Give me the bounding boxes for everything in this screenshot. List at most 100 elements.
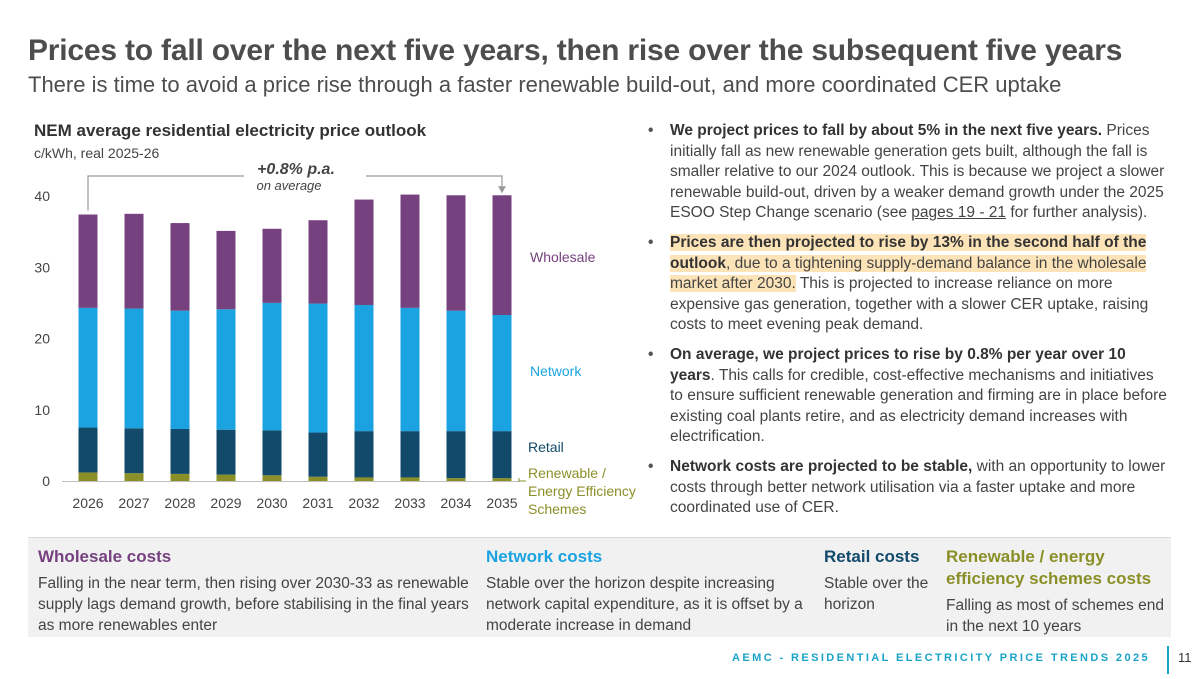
y-tick-label: 40 [34, 188, 50, 204]
bar-segment [216, 429, 236, 475]
bullet-text: for further analysis). [1006, 204, 1148, 222]
page-subtitle: There is time to avoid a price rise thro… [28, 72, 1062, 97]
bar-segment [400, 431, 420, 478]
bar-segment [400, 477, 420, 481]
renewable-summary: Renewable / energy efficiency schemes co… [946, 546, 1166, 637]
footer-divider [1167, 646, 1169, 674]
renewable-text: Falling as most of schemes end in the ne… [946, 597, 1164, 635]
bar-segment [124, 473, 144, 481]
bar-segment [308, 220, 328, 304]
pages-link[interactable]: pages 19 - 21 [911, 204, 1007, 222]
bar-segment [354, 431, 374, 478]
cost-summary-panel: Wholesale costs Falling in the near term… [28, 537, 1171, 637]
bullet-text: Prices initially fall as new renewable g… [670, 122, 1165, 222]
footer-text: AEMC - RESIDENTIAL ELECTRICITY PRICE TRE… [732, 652, 1150, 664]
network-heading: Network costs [486, 547, 603, 566]
page-number: 11 [1178, 650, 1192, 665]
bar-segment [308, 476, 328, 481]
network-text: Stable over the horizon despite increasi… [486, 575, 803, 634]
x-tick-label: 2028 [164, 495, 195, 511]
x-tick-label: 2033 [394, 495, 425, 511]
series-label-renewable: Energy Efficiency [528, 483, 636, 499]
bar-segment [262, 302, 282, 431]
bullet-item: • We project prices to fall by about 5% … [648, 122, 1165, 222]
series-label-network: Network [530, 363, 582, 379]
y-tick-label: 10 [34, 402, 50, 418]
network-summary: Network costs Stable over the horizon de… [486, 546, 816, 636]
bullet-item: • On average, we project prices to rise … [648, 345, 1167, 446]
bar-segment [78, 307, 98, 428]
bullet-text: with an opportunity to lower costs throu… [670, 457, 1166, 517]
series-label-renewable: Schemes [528, 501, 586, 517]
renewable-leader-line [518, 478, 526, 482]
renewable-heading: Renewable / energy efficiency schemes co… [946, 547, 1152, 588]
bar-segment [492, 478, 512, 481]
page-title: Prices to fall over the next five years,… [28, 34, 1123, 67]
x-tick-label: 2032 [348, 495, 379, 511]
y-tick-label: 30 [34, 259, 50, 275]
x-tick-label: 2030 [256, 495, 287, 511]
bullet-item: • Network costs are projected to be stab… [648, 457, 1166, 517]
bar-segment [170, 428, 190, 474]
bar-segment [492, 431, 512, 479]
bar-segment [262, 228, 282, 303]
series-label-retail: Retail [528, 439, 564, 455]
bullet-text: . This calls for credible, cost-effectiv… [670, 366, 1167, 446]
bar-segment [78, 214, 98, 308]
chart-units: c/kWh, real 2025-26 [34, 145, 160, 161]
bullet-bold: Network costs are projected to be stable… [670, 457, 973, 475]
bar-segment [492, 195, 512, 315]
retail-text: Stable over the horizon [824, 575, 929, 613]
bar-segment [446, 431, 466, 479]
x-tick-label: 2035 [486, 495, 517, 511]
chart-title: NEM average residential electricity pric… [34, 121, 427, 140]
bar-segment [170, 223, 190, 311]
x-tick-label: 2031 [302, 495, 333, 511]
wholesale-text: Falling in the near term, then rising ov… [38, 575, 469, 634]
bar-segment [216, 474, 236, 481]
bar-segment [308, 432, 328, 477]
wholesale-summary: Wholesale costs Falling in the near term… [38, 546, 478, 636]
bullet-bold: On average, we project prices to rise by… [670, 345, 1126, 384]
bar-segment [216, 309, 236, 430]
bar-segment [216, 230, 236, 310]
bar-segment [446, 478, 466, 481]
bar-segment [400, 307, 420, 432]
bar-segment [78, 427, 98, 473]
x-tick-label: 2029 [210, 495, 241, 511]
retail-heading: Retail costs [824, 547, 920, 566]
y-tick-label: 20 [34, 331, 50, 347]
bar-segment [124, 213, 144, 309]
bar-segment [354, 305, 374, 432]
annotation-sub: on average [256, 178, 321, 193]
bar-segment [492, 314, 512, 432]
bar-segment [400, 194, 420, 308]
bar-segment [446, 310, 466, 432]
bar-segment [78, 472, 98, 481]
bullet-text: This is projected to increase reliance o… [670, 275, 1149, 334]
series-label-wholesale: Wholesale [530, 249, 596, 265]
y-tick-label: 0 [42, 473, 50, 489]
bar-segment [124, 428, 144, 474]
bullet-list: • We project prices to fall by about 5% … [648, 121, 1168, 528]
x-tick-label: 2026 [72, 495, 103, 511]
bar-segment [262, 430, 282, 476]
bar-segment [354, 199, 374, 306]
x-tick-label: 2027 [118, 495, 149, 511]
annotation-main: +0.8% p.a. [257, 161, 335, 178]
bar-segment [170, 473, 190, 481]
wholesale-heading: Wholesale costs [38, 547, 172, 566]
bar-segment [262, 475, 282, 481]
bullet-item: • Prices are then projected to rise by 1… [648, 233, 1149, 334]
bar-segment [354, 477, 374, 481]
bar-segment [124, 308, 144, 429]
bracket-arrow-icon [498, 186, 506, 194]
x-tick-label: 2034 [440, 495, 471, 511]
bar-segment [170, 310, 190, 429]
bullet-bold: We project prices to fall by about 5% in… [670, 122, 1103, 139]
retail-summary: Retail costs Stable over the horizon [824, 546, 934, 615]
series-label-renewable: Renewable / [528, 465, 606, 481]
bar-segment [308, 303, 328, 433]
annotation-background [244, 156, 366, 196]
